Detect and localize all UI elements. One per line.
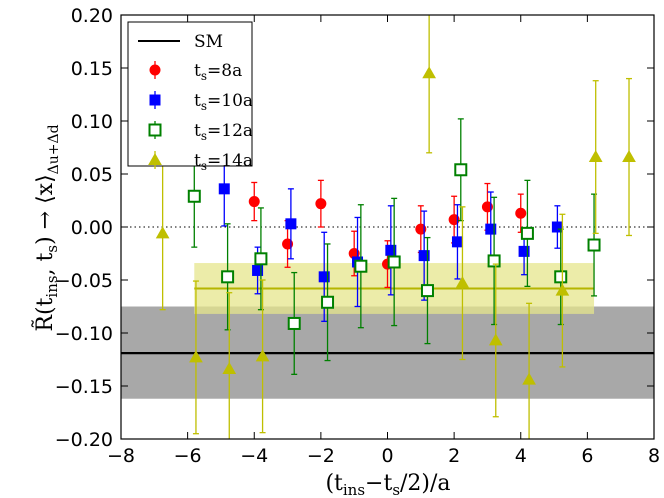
ts8-point-7 <box>481 201 493 213</box>
legend-ts12-marker <box>148 123 162 137</box>
y-tick-label-2: −0.10 <box>55 323 113 345</box>
legend-ts14-label: ts=14a <box>194 151 253 173</box>
ts14-point-6 <box>488 333 503 346</box>
ts8-point-8 <box>515 207 527 219</box>
y-tick-label-1: −0.15 <box>55 376 113 398</box>
ts12-point-3 <box>287 316 301 330</box>
legend: SM ts=8a ts=10a ts=12a ts=14a <box>127 21 253 173</box>
legend-frame <box>127 21 253 167</box>
ts8-point-5 <box>415 223 427 235</box>
ts14-point-5 <box>455 276 470 289</box>
legend-sm-label: SM <box>194 32 223 52</box>
legend-ts8-marker <box>149 64 161 76</box>
ts12-point-4 <box>321 295 335 309</box>
y-tick-label-4: 0.00 <box>71 217 113 239</box>
ts14-point-0 <box>155 226 170 239</box>
y-tick-label-3: −0.05 <box>55 270 113 292</box>
ts14-point-1 <box>189 350 203 363</box>
y-tick-label-8: 0.20 <box>71 5 113 27</box>
ts8-point-0 <box>248 196 260 208</box>
ts10-point-3 <box>318 271 330 283</box>
ts10-point-7 <box>451 236 463 248</box>
ts14-point-7 <box>522 372 536 385</box>
ts14-point-3 <box>255 349 270 362</box>
ts12-point-5 <box>354 259 368 273</box>
y-tick-label-0: −0.20 <box>55 429 113 451</box>
ts12-point-8 <box>454 163 468 177</box>
legend-ts10-marker <box>149 94 161 106</box>
ts12-point-1 <box>221 270 235 284</box>
y-tick-label-6: 0.10 <box>71 111 113 133</box>
legend-ts12-label: ts=12a <box>194 121 253 143</box>
y-tick-label-5: 0.05 <box>71 164 113 186</box>
y-axis-title: R̃(tins, ts) → ⟨x⟩Δu+Δd <box>32 124 62 331</box>
x-tick-label-2: −4 <box>240 445 268 467</box>
ts12-point-12 <box>587 238 601 252</box>
x-tick-label-1: −6 <box>174 445 202 467</box>
ts12-point-11 <box>554 270 568 284</box>
legend-ts14-marker <box>148 152 162 165</box>
ts8-point-2 <box>315 198 327 210</box>
ts14-point-4 <box>422 66 437 79</box>
svg-text:(tins−ts/2)/a: (tins−ts/2)/a <box>325 471 450 498</box>
x-tick-label-0: −8 <box>107 445 135 467</box>
ts10-point-6 <box>418 250 430 262</box>
ts12-point-2 <box>254 252 268 266</box>
x-axis-title: (tins−ts/2)/a <box>325 471 450 498</box>
ts12-point-6 <box>387 255 401 269</box>
ts10-point-0 <box>218 183 230 195</box>
x-tick-label-3: −2 <box>307 445 335 467</box>
ts12-point-7 <box>420 284 434 298</box>
y-tick-label-7: 0.15 <box>71 58 113 80</box>
x-tick-label-4: 0 <box>381 445 393 467</box>
ts14-point-9 <box>588 150 603 163</box>
svg-text:R̃(tins, ts) → ⟨x⟩Δu+Δd: R̃(tins, ts) → ⟨x⟩Δu+Δd <box>32 124 62 331</box>
ts14-point-10 <box>622 150 636 163</box>
ts10-point-1 <box>252 264 264 276</box>
ts10-point-5 <box>385 244 397 256</box>
ts8-point-6 <box>448 214 460 226</box>
x-tick-label-7: 6 <box>581 445 593 467</box>
ts8-point-1 <box>282 238 294 250</box>
ts12-point-10 <box>520 226 534 240</box>
x-tick-label-6: 4 <box>515 445 527 467</box>
marks-layer <box>155 15 636 439</box>
ts12-point-0 <box>187 189 201 203</box>
ts14-point-2 <box>222 362 237 375</box>
ticks-layer: −8 −6 −4 −2 0 2 4 6 8 −0.20 −0.15 −0.10 −0.05 0.00 0.0… <box>55 5 660 467</box>
legend-ts10-label: ts=10a <box>194 91 253 113</box>
x-tick-label-8: 8 <box>648 445 660 467</box>
ts10-point-9 <box>518 245 530 257</box>
ts10-point-2 <box>285 218 297 230</box>
ts10-point-8 <box>485 223 497 235</box>
x-tick-label-5: 2 <box>448 445 460 467</box>
ts14-point-8 <box>555 283 570 296</box>
ts12-point-9 <box>487 254 501 268</box>
legend-ts8-label: ts=8a <box>194 61 242 83</box>
